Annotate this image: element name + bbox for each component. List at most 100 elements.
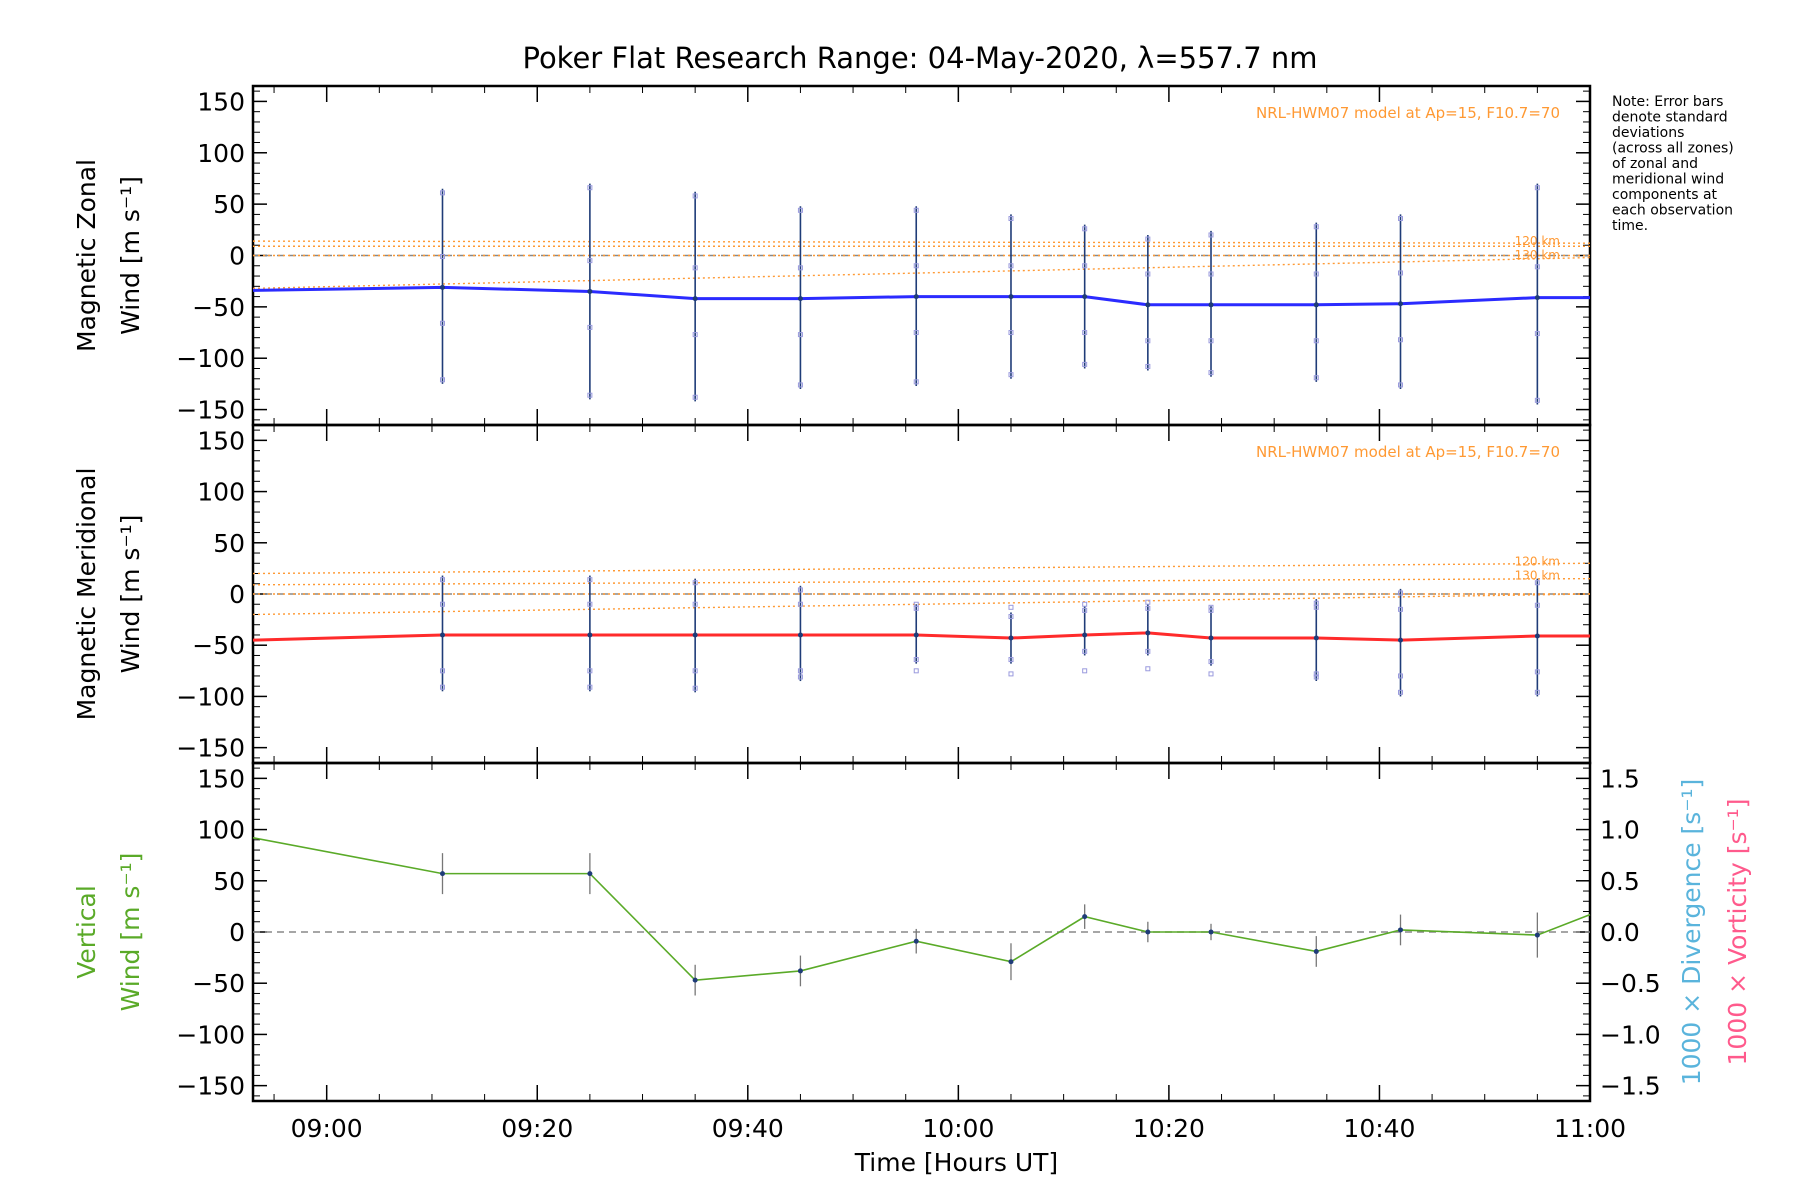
data-point <box>1008 294 1014 300</box>
note-line: of zonal and <box>1612 156 1698 172</box>
zone-point <box>1145 666 1151 672</box>
zone-point <box>1145 236 1151 242</box>
panel-meridional: 150 100 50 0 −50 −100 −150 Magnetic Meridional W… <box>72 423 1592 765</box>
data-point <box>587 632 593 638</box>
zone-point <box>797 207 803 213</box>
data-point <box>913 632 919 638</box>
zone-point <box>1208 659 1214 665</box>
zone-point <box>692 685 698 691</box>
data-point <box>439 871 445 877</box>
data-point <box>1398 637 1404 643</box>
zone-point <box>1313 224 1319 230</box>
zone-point <box>1082 263 1088 269</box>
zone-point <box>1534 264 1540 270</box>
zone-point <box>439 377 445 383</box>
data-point <box>1145 630 1151 636</box>
zone-point <box>797 382 803 388</box>
y2-tick-label: −0.5 <box>1600 969 1661 998</box>
y-tick-label: 100 <box>197 816 245 845</box>
zone-point <box>1145 599 1151 605</box>
zone-point <box>1313 674 1319 680</box>
x-tick-label: 09:20 <box>501 1114 573 1143</box>
zone-point <box>1082 330 1088 336</box>
zone-point <box>1208 671 1214 677</box>
y-axis-label-line1: Vertical <box>72 885 101 979</box>
zone-point <box>1082 607 1088 613</box>
panel-zonal: 150 100 50 0 −50 −100 −150 Magnetic Zonal Wind [… <box>72 84 1592 427</box>
data-point <box>1008 635 1014 641</box>
zone-point <box>587 601 593 607</box>
zone-point <box>1082 648 1088 654</box>
zone-point <box>1534 580 1540 586</box>
zone-point <box>692 265 698 271</box>
zone-point <box>1008 216 1014 222</box>
model-line <box>252 256 1591 290</box>
y-tick-label: 0 <box>229 918 245 947</box>
zone-point <box>797 601 803 607</box>
zone-point <box>1145 363 1151 369</box>
data-point <box>1534 295 1540 301</box>
y-tick-label: −50 <box>192 293 245 322</box>
note-line: each observation <box>1612 203 1733 219</box>
zone-point <box>439 254 445 260</box>
panel-vertical: 150 100 50 0 −50 −100 −150 Vertical Wind [m s⁻¹]… <box>72 761 1752 1177</box>
zone-point <box>1082 668 1088 674</box>
zone-point <box>1398 382 1404 388</box>
data-point <box>1534 932 1540 938</box>
note-line: denote standard <box>1612 110 1728 126</box>
note-line: Note: Error bars <box>1612 94 1723 110</box>
zone-point <box>1534 602 1540 608</box>
y-tick-label: −150 <box>176 734 245 763</box>
model-altitude-label: 120 km <box>1515 554 1560 568</box>
zone-point <box>913 379 919 385</box>
y-tick-label: 150 <box>197 764 245 793</box>
zone-point <box>1145 605 1151 611</box>
data-point <box>797 968 803 974</box>
zone-point <box>587 668 593 674</box>
note-line: time. <box>1612 218 1648 234</box>
x-tick-label: 09:40 <box>712 1114 784 1143</box>
zone-point <box>1313 338 1319 344</box>
zone-point <box>1534 689 1540 695</box>
data-point <box>1082 632 1088 638</box>
data-point <box>1534 633 1540 639</box>
zone-point <box>439 684 445 690</box>
zone-point <box>587 258 593 264</box>
zone-point <box>1534 185 1540 191</box>
zone-point <box>1008 614 1014 620</box>
zone-point <box>692 332 698 338</box>
zone-point <box>1145 338 1151 344</box>
data-point <box>1313 635 1319 641</box>
data-point <box>1082 294 1088 300</box>
model-label: NRL-HWM07 model at Ap=15, F10.7=70 <box>1256 104 1560 122</box>
zone-point <box>1082 361 1088 367</box>
y-tick-label: −100 <box>176 682 245 711</box>
y-axis-label-line2: Wind [m s⁻¹] <box>116 176 145 335</box>
chart-title: Poker Flat Research Range: 04-May-2020, … <box>522 41 1317 75</box>
zone-point <box>439 320 445 326</box>
y2-tick-label: 1.5 <box>1600 764 1640 793</box>
zone-point <box>1208 232 1214 238</box>
zone-point <box>439 190 445 196</box>
y-axis-label-line2: Wind [m s⁻¹] <box>116 853 145 1012</box>
y-tick-label: −150 <box>176 1072 245 1101</box>
zone-point <box>1534 669 1540 675</box>
zone-point <box>1398 216 1404 222</box>
zone-point <box>1534 397 1540 403</box>
zone-point <box>1008 372 1014 378</box>
series-line-meridional <box>252 631 1590 642</box>
data-point <box>1082 914 1088 920</box>
y-tick-label: 50 <box>213 190 245 219</box>
x-tick-label: 09:00 <box>291 1114 363 1143</box>
zone-point <box>797 668 803 674</box>
data-point <box>1145 302 1151 308</box>
zone-point <box>692 394 698 400</box>
data-point <box>913 938 919 944</box>
zone-point <box>692 193 698 199</box>
y2-tick-label: 0.0 <box>1600 918 1640 947</box>
y-tick-label: 150 <box>197 426 245 455</box>
x-axis-label: Time [Hours UT] <box>854 1148 1058 1177</box>
zone-point <box>1313 604 1319 610</box>
model-line <box>252 562 1591 575</box>
